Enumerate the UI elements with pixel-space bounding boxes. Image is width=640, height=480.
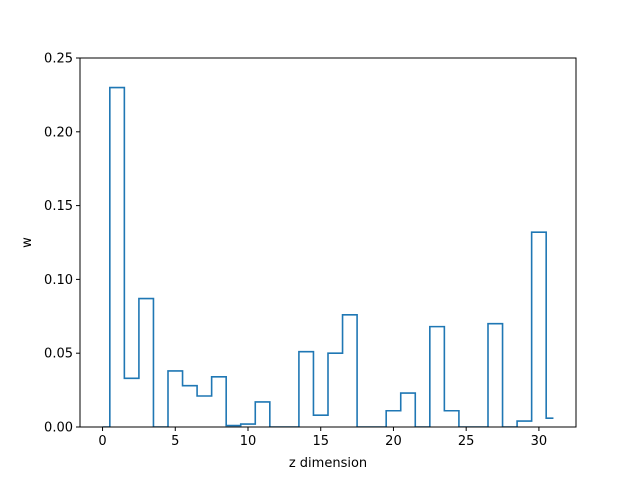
plot-area (79, 57, 577, 428)
axes-frame (79, 57, 577, 428)
y-axis-ticks: 0.00 0.05 0.10 0.15 0.20 0.25 (44, 52, 80, 436)
y-tick-label: 0.00 (44, 421, 73, 436)
y-tick-label: 0.25 (44, 52, 73, 67)
y-tick-label: 0.10 (44, 273, 73, 288)
x-tick-label: 10 (240, 434, 257, 449)
x-tick-label: 30 (531, 434, 548, 449)
y-tick-label: 0.05 (44, 347, 73, 362)
x-axis-label: z dimension (289, 456, 367, 471)
x-tick-label: 0 (98, 434, 106, 449)
step-series-line (102, 86, 554, 427)
x-tick-label: 20 (385, 434, 402, 449)
x-tick-label: 15 (312, 434, 329, 449)
y-tick-label: 0.20 (44, 125, 73, 140)
x-axis-ticks: 0 5 10 15 20 25 30 (98, 427, 547, 449)
x-tick-label: 5 (171, 434, 179, 449)
x-tick-label: 25 (458, 434, 475, 449)
y-tick-label: 0.15 (44, 199, 73, 214)
y-axis-label: w (20, 237, 35, 248)
